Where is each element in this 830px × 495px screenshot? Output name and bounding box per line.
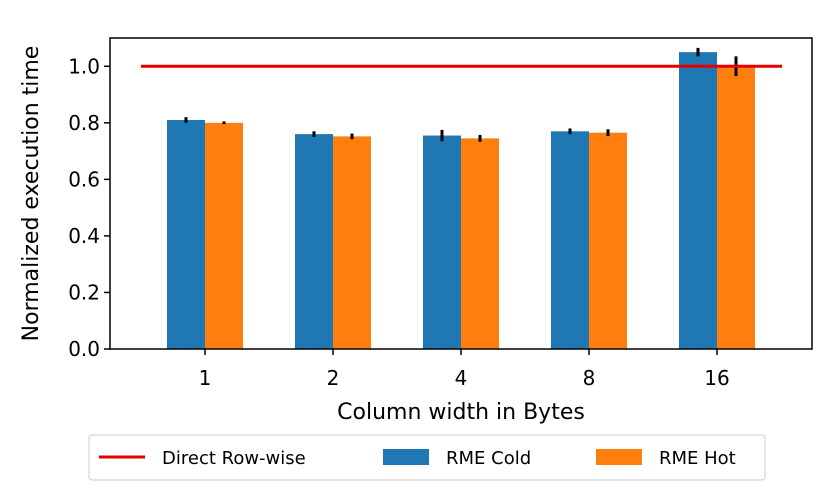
x-axis-ticks: 1 2 4 8 16	[199, 349, 730, 390]
y-axis-ticks: 0.0 0.2 0.4 0.6 0.8 1.0	[68, 54, 110, 361]
legend: Direct Row-wise RME Cold RME Hot	[88, 434, 766, 481]
x-axis-label: Column width in Bytes	[337, 400, 585, 425]
bar-rme-hot-1	[205, 122, 243, 350]
y-tick-label: 0.4	[68, 224, 100, 248]
legend-label-direct-row-wise: Direct Row-wise	[162, 448, 306, 469]
x-tick-label: 2	[327, 366, 340, 390]
y-tick-label: 1.0	[68, 54, 100, 78]
legend-swatch-rme-cold	[383, 449, 429, 465]
bar-rme-cold-8	[551, 131, 589, 349]
x-tick-label: 16	[704, 366, 729, 390]
x-tick-label: 1	[199, 366, 212, 390]
legend-swatch-rme-hot	[596, 449, 642, 465]
bar-rme-cold-16	[679, 52, 717, 350]
bar-rme-cold-4	[423, 135, 461, 349]
bar-rme-hot-16	[717, 66, 755, 349]
x-tick-label: 4	[455, 366, 468, 390]
y-tick-label: 0.6	[68, 167, 100, 191]
y-axis-label: Normalized execution time	[19, 46, 44, 342]
legend-label-rme-hot: RME Hot	[659, 448, 736, 469]
y-tick-label: 0.2	[68, 280, 100, 304]
bar-rme-cold-2	[295, 134, 333, 349]
bar-rme-hot-4	[461, 138, 499, 349]
bar-rme-hot-8	[589, 132, 627, 349]
bar-rme-cold-1	[167, 119, 205, 349]
bar-rme-hot-2	[333, 136, 371, 349]
y-tick-label: 0.0	[68, 337, 100, 361]
series-rme-hot	[205, 66, 755, 350]
legend-label-rme-cold: RME Cold	[446, 448, 531, 469]
y-tick-label: 0.8	[68, 111, 100, 135]
error-bars	[184, 47, 738, 142]
x-tick-label: 8	[583, 366, 596, 390]
series-rme-cold	[167, 52, 717, 350]
